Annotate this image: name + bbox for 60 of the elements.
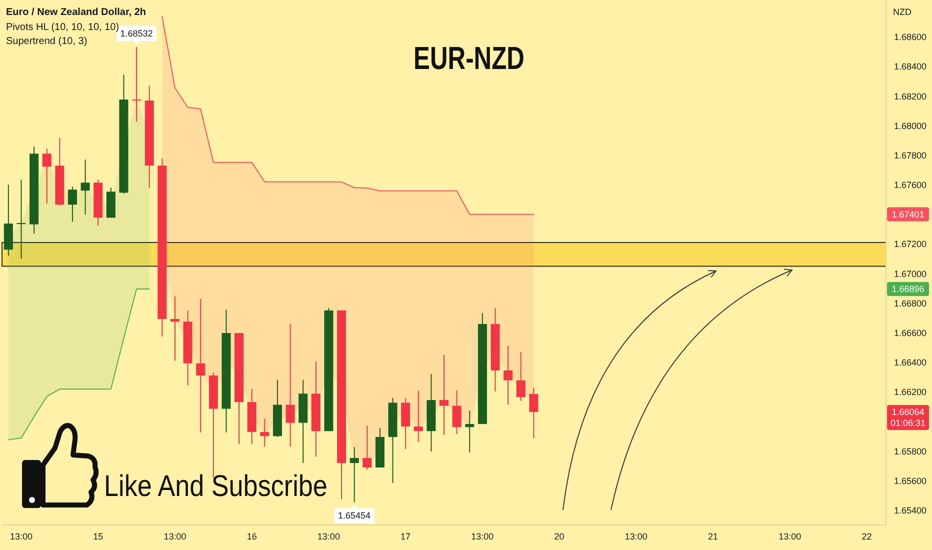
x-tick-label: 13:00	[10, 531, 32, 542]
candlestick	[452, 390, 462, 435]
y-tick-label: 1.67600	[894, 180, 927, 190]
y-tick-label: 1.67200	[894, 239, 927, 250]
y-tick-label: 1.65600	[894, 476, 927, 486]
x-tick-label: 15	[93, 531, 104, 542]
x-tick-label: 20	[554, 531, 564, 542]
annotation: Supertrend (10, 3)	[6, 36, 88, 47]
candlestick	[170, 296, 180, 362]
y-tick-label: 1.65800	[894, 446, 927, 456]
text: 01:06:31	[890, 418, 926, 428]
y-tick-label: 1.68600	[894, 32, 927, 42]
text: 1.66064	[892, 407, 924, 418]
annotation: 1.68532	[120, 28, 153, 39]
text: Euro / New Zealand Dollar, 2h	[6, 7, 146, 18]
candlestick	[196, 298, 206, 433]
annotation: Pivots HL (10, 10, 10, 10)	[6, 22, 120, 33]
y-tick-label: 1.65400	[894, 505, 927, 516]
y-tick-label: 1.68000	[894, 120, 927, 131]
y-tick-label: 1.67000	[894, 268, 927, 279]
y-tick-label: 1.66800	[894, 298, 927, 308]
x-tick-label: 13:00	[471, 531, 494, 542]
candlestick	[260, 418, 270, 448]
y-tick-label: 1.66400	[894, 358, 927, 368]
y-tick-label: 1.66200	[894, 387, 927, 398]
x-tick-label: 16	[246, 531, 257, 542]
y-tick-label: 1.67800	[894, 150, 927, 160]
candlestick	[286, 324, 295, 447]
x-tick-label: 13:00	[778, 531, 802, 542]
annotation: 1.65454	[338, 510, 371, 521]
candlestick	[440, 354, 449, 436]
candlestick	[401, 397, 410, 450]
annotation: Like And Subscribe	[104, 470, 328, 503]
x-tick-label: 17	[400, 531, 411, 542]
line-series	[162, 16, 534, 215]
candlestick	[362, 425, 372, 470]
x-tick-label: 13:00	[164, 531, 186, 542]
candlestick	[516, 351, 526, 402]
annotation: 1.66896	[892, 284, 924, 294]
y-tick-label: 1.68200	[894, 91, 927, 102]
y-axis-title: NZD	[893, 7, 912, 17]
text: EUR-NZD	[414, 40, 524, 76]
x-tick-label: 13:00	[624, 531, 648, 542]
candlestick	[16, 179, 26, 260]
candlestick	[80, 159, 90, 216]
x-tick-label: 13:00	[317, 531, 340, 542]
y-tick-label: 1.68400	[894, 62, 927, 72]
candlestick	[414, 390, 423, 443]
line-series	[8, 288, 150, 440]
candlestick	[350, 446, 359, 503]
candlestick	[132, 46, 142, 122]
candlestick	[504, 345, 513, 406]
candlestick	[42, 148, 52, 204]
candlestick	[529, 388, 538, 439]
y-tick-label: 1.66600	[894, 328, 927, 338]
x-tick-label: 21	[708, 531, 718, 542]
candlestick	[68, 186, 77, 222]
x-tick-label: 22	[862, 531, 872, 542]
annotation: 1.67401	[892, 209, 924, 220]
candlestick	[465, 410, 474, 453]
